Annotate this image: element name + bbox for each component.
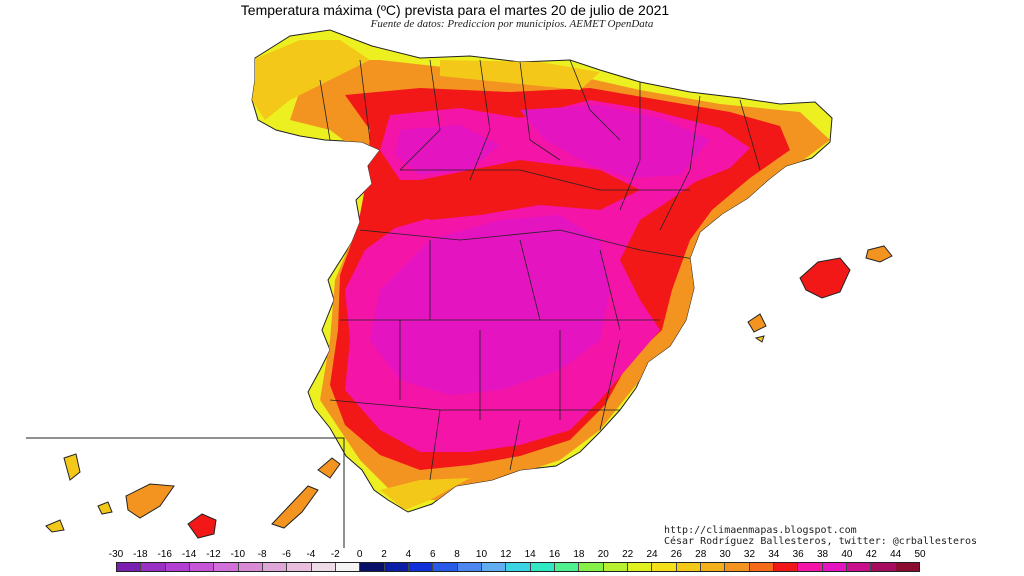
- legend-label: 44: [890, 549, 902, 560]
- legend-label: -18: [133, 549, 148, 560]
- inset-frame: [26, 437, 345, 548]
- legend-swatch: [773, 563, 799, 571]
- legend-swatch: [627, 563, 653, 571]
- el-hierro: [45, 519, 65, 533]
- legend-swatch: [481, 563, 507, 571]
- legend-label: 4: [405, 549, 412, 560]
- legend-swatch: [141, 563, 166, 571]
- province-borders: [319, 59, 761, 481]
- la-palma: [63, 453, 81, 481]
- lanzarote: [317, 457, 341, 479]
- legend-label: 42: [865, 549, 877, 560]
- legend-label: -8: [257, 549, 267, 560]
- legend-swatch: [287, 563, 312, 571]
- legend-swatch: [384, 563, 409, 571]
- legend-label: 30: [719, 549, 731, 560]
- legend-swatch: [262, 563, 288, 571]
- legend-swatch: [238, 563, 263, 571]
- tenerife: [125, 483, 175, 519]
- legend-label: -14: [181, 549, 197, 560]
- legend-label: -6: [282, 549, 291, 560]
- legend-label: -16: [157, 549, 172, 560]
- legend-label: 2: [381, 549, 387, 560]
- balearic-islands: [747, 245, 893, 343]
- legend-swatch: [117, 563, 142, 571]
- legend-label: 10: [475, 549, 488, 560]
- mallorca: [799, 257, 851, 299]
- legend-label: 6: [429, 549, 436, 560]
- legend-swatch: [603, 563, 628, 571]
- legend-swatch: [846, 563, 872, 571]
- legend-swatch: [189, 563, 215, 571]
- legend-swatch: [871, 563, 896, 571]
- legend-label: 18: [573, 549, 585, 560]
- band-24-26-coast: [252, 40, 600, 510]
- legend-swatch: [530, 563, 555, 571]
- legend-label: 8: [454, 549, 460, 560]
- legend-swatch: [335, 563, 361, 571]
- credit-url: http://climaenmapas.blogspot.com: [664, 525, 857, 536]
- legend-label: 24: [646, 549, 658, 560]
- map-subtitle: Fuente de datos: Prediccion por municipi…: [370, 18, 654, 30]
- legend-swatch: [408, 563, 434, 571]
- gran-canaria: [187, 513, 217, 539]
- legend-swatch: [652, 563, 677, 571]
- legend-label: 22: [622, 549, 634, 560]
- legend-label: -12: [206, 549, 221, 560]
- formentera: [754, 335, 765, 343]
- legend-swatch: [457, 563, 482, 571]
- legend-label: 28: [695, 549, 707, 560]
- legend-label: 0: [356, 549, 363, 560]
- legend-label: 32: [743, 549, 756, 560]
- band-32-34-north: [410, 160, 640, 220]
- map-title: Temperatura máxima (ºC) prevista para el…: [240, 2, 670, 18]
- legend-swatch: [214, 563, 239, 571]
- legend-swatch: [749, 563, 774, 571]
- legend-label: 14: [524, 549, 536, 560]
- legend-swatch: [822, 563, 847, 571]
- legend-swatch: [700, 563, 726, 571]
- legend-labels: -30 -18 -16 -14 -12 -10 -8 -6 -4 -2 0 2 4 6 8 10 12 14 16 1…: [0, 549, 1024, 561]
- legend-label: -4: [306, 549, 316, 560]
- fuerteventura: [271, 485, 319, 529]
- legend-label: 26: [670, 549, 682, 560]
- legend-swatch: [360, 563, 385, 571]
- legend-swatch: [311, 563, 336, 571]
- menorca: [865, 245, 893, 263]
- color-legend: [116, 562, 920, 572]
- la-gomera: [97, 501, 113, 515]
- legend-label: 38: [816, 549, 829, 560]
- legend-label: -30: [108, 549, 124, 560]
- legend-label: 12: [500, 549, 512, 560]
- legend-swatch: [725, 563, 750, 571]
- ibiza: [747, 313, 767, 333]
- credit-author: César Rodríguez Ballesteros, twitter: @c…: [664, 536, 978, 547]
- legend-swatch: [798, 563, 823, 571]
- legend-label: 34: [768, 549, 780, 560]
- spain-mainland: [251, 29, 833, 513]
- legend-label: 36: [792, 549, 804, 560]
- legend-swatch: [676, 563, 701, 571]
- legend-label: -10: [230, 549, 246, 560]
- legend-label: 20: [597, 549, 609, 560]
- canary-islands-inset: [26, 437, 345, 548]
- legend-label: 50: [914, 549, 926, 560]
- legend-label: 40: [841, 549, 853, 560]
- band-36-38: [370, 105, 710, 395]
- legend-swatch: [506, 563, 531, 571]
- legend-swatch: [895, 563, 919, 571]
- legend-swatch: [579, 563, 604, 571]
- legend-label: -2: [330, 549, 340, 560]
- legend-label: 16: [548, 549, 561, 560]
- legend-swatch: [433, 563, 458, 571]
- legend-swatch: [554, 563, 580, 571]
- legend-swatch: [165, 563, 190, 571]
